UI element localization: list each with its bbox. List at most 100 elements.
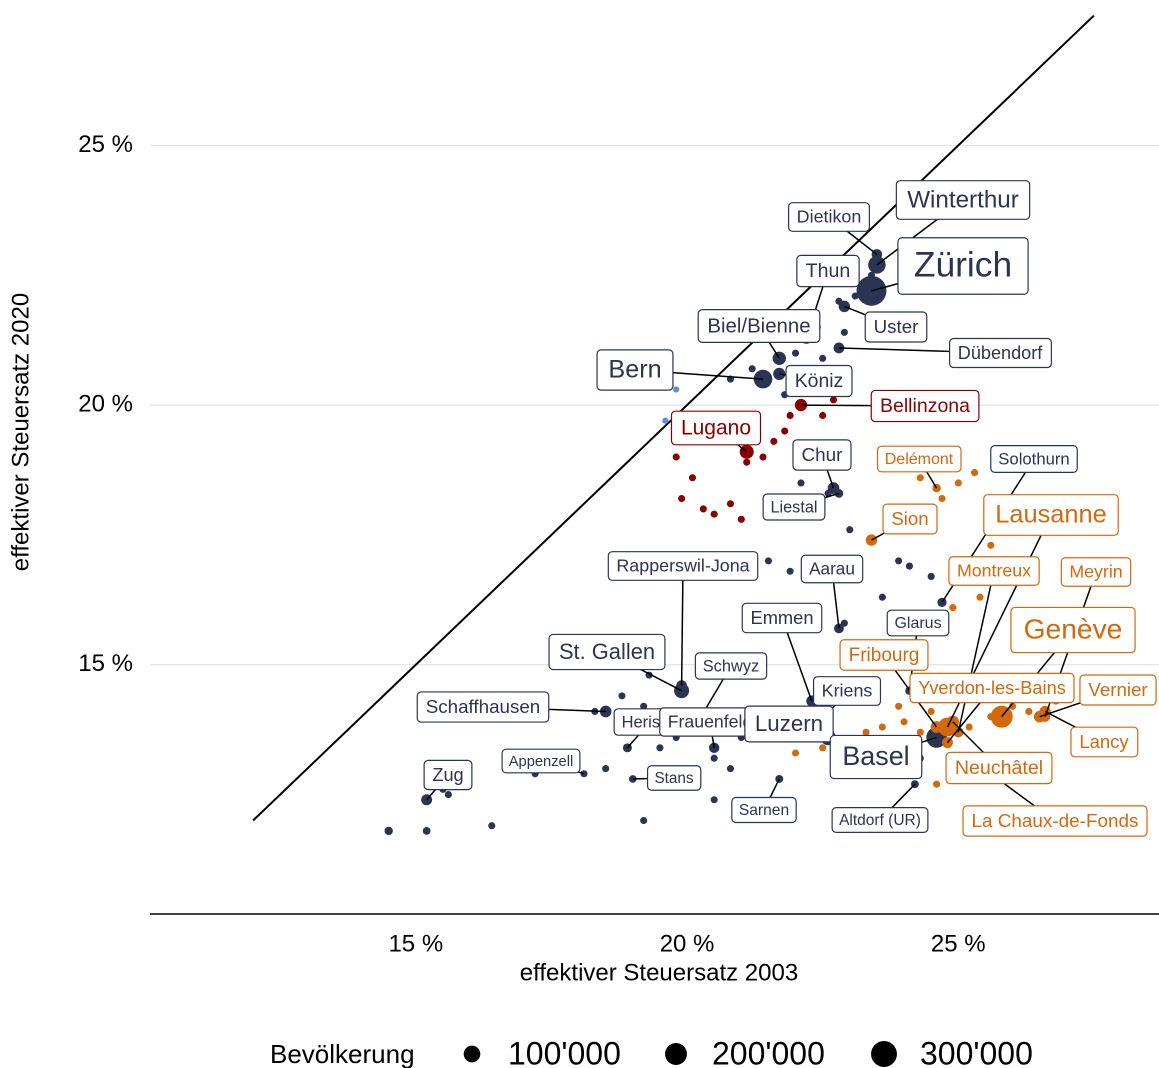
city-label: Dietikon: [788, 202, 870, 232]
data-point: [916, 728, 924, 736]
city-label: Basel: [829, 734, 923, 780]
label-text: Zug: [432, 765, 463, 785]
data-point: [678, 494, 686, 503]
data-point: [840, 619, 848, 627]
label-text: Dietikon: [797, 207, 862, 227]
data-point: [786, 567, 794, 575]
data-point: [618, 692, 626, 700]
label-text: Zürich: [914, 244, 1012, 284]
label-text: La Chaux-de-Fonds: [972, 811, 1139, 832]
city-label: Emmen: [741, 602, 823, 634]
city-label: Dübendorf: [948, 337, 1052, 369]
data-point: [710, 754, 718, 762]
y-tick-label: 15 %: [78, 650, 133, 677]
city-label: Appenzell: [501, 748, 581, 774]
label-box: [831, 807, 929, 833]
data-point: [580, 770, 588, 778]
label-text: Sion: [891, 508, 928, 529]
label-box: [1060, 557, 1132, 587]
label-text: Lugano: [681, 417, 751, 440]
data-point: [602, 765, 610, 773]
data-point: [895, 702, 903, 710]
data-point: [422, 827, 431, 835]
label-box: [895, 180, 1031, 220]
label-text: Sarnen: [739, 802, 789, 819]
label-text: Aarau: [809, 559, 855, 579]
city-label: Schaffhausen: [416, 691, 550, 723]
data-point: [846, 526, 854, 534]
label-box: [897, 237, 1029, 295]
data-point: [862, 728, 870, 736]
city-label: Zug: [423, 759, 473, 791]
label-box: [945, 751, 1053, 785]
data-point: [656, 744, 664, 752]
label-box: [882, 503, 938, 535]
label-box: [1070, 726, 1139, 758]
data-point: [954, 479, 962, 487]
data-point: [851, 292, 859, 300]
city-label: Bern: [596, 349, 674, 391]
label-box: [607, 551, 759, 581]
data-point: [726, 500, 734, 508]
label-box: [983, 494, 1119, 536]
label-box: [948, 337, 1052, 369]
city-label: Solothurn: [990, 445, 1078, 473]
city-label: Chur: [792, 439, 852, 471]
data-point: [900, 718, 908, 726]
label-text: Liestal: [770, 498, 817, 516]
label-box: [870, 389, 980, 423]
city-label: Lancy: [1070, 726, 1139, 758]
label-box: [423, 759, 473, 791]
label-text: Altdorf (UR): [839, 812, 921, 829]
y-tick-label: 20 %: [78, 390, 133, 417]
data-point: [905, 562, 914, 570]
label-box: [864, 311, 928, 343]
city-label: Sarnen: [731, 796, 797, 824]
label-text: Uster: [874, 316, 919, 337]
data-point: [791, 349, 800, 357]
y-tick-label: 25 %: [78, 131, 133, 158]
city-label: Rapperswil-Jona: [607, 551, 759, 581]
city-label: Fribourg: [839, 639, 929, 671]
data-point: [640, 816, 648, 825]
city-label: La Chaux-de-Fonds: [962, 805, 1148, 837]
city-label: Köniz: [785, 364, 853, 398]
city-label: Neuchâtel: [945, 751, 1053, 785]
city-label: Yverdon-les-Bains: [909, 672, 1075, 704]
y-axis-label: effektiver Steuersatz 2020: [7, 293, 34, 571]
data-point: [835, 297, 843, 305]
label-box: [646, 765, 702, 791]
data-point: [743, 458, 751, 466]
label-text: Genève: [1024, 612, 1123, 644]
data-point: [662, 417, 669, 424]
data-point: [987, 541, 995, 549]
data-point: [933, 780, 941, 788]
data-point: [927, 572, 935, 580]
legend-symbol: [665, 1043, 687, 1065]
label-box: [697, 309, 821, 343]
label-text: Schaffhausen: [426, 696, 541, 717]
label-text: Schwyz: [703, 657, 759, 675]
city-label: Aarau: [800, 554, 864, 584]
label-box: [744, 705, 834, 743]
label-text: Bern: [608, 356, 661, 384]
data-point: [764, 557, 772, 565]
label-box: [876, 445, 962, 473]
label-box: [1079, 674, 1157, 706]
label-text: Appenzell: [509, 754, 574, 770]
city-label: Zürich: [897, 237, 1029, 295]
city-label: Stans: [646, 765, 702, 791]
data-point: [976, 593, 984, 601]
data-point: [987, 713, 995, 721]
label-text: Kriens: [822, 681, 873, 701]
x-tick-label: 15 %: [388, 930, 443, 957]
data-point: [824, 489, 832, 497]
data-point: [384, 826, 393, 836]
label-text: Dübendorf: [958, 343, 1043, 363]
data-point: [927, 707, 935, 716]
data-point: [710, 796, 718, 804]
label-box: [948, 556, 1040, 586]
city-label: Glarus: [886, 609, 950, 637]
leader-line: [957, 570, 995, 733]
label-box: [962, 805, 1148, 837]
